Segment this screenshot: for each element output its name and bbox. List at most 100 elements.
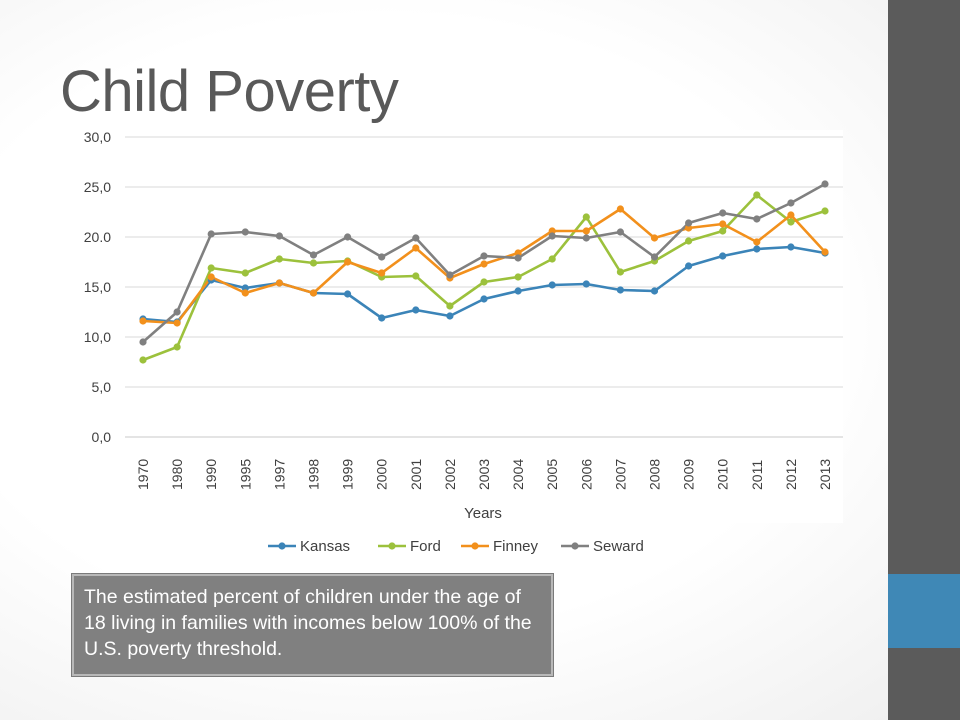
- data-point-finney: [787, 211, 795, 219]
- data-point-seward: [344, 233, 352, 241]
- data-point-finney: [207, 273, 215, 281]
- y-tick-label: 0,0: [92, 429, 112, 445]
- data-point-seward: [514, 254, 522, 262]
- x-tick-label: 2006: [578, 459, 594, 490]
- data-point-kansas: [616, 286, 625, 294]
- data-point-ford: [616, 268, 625, 276]
- side-accent-block: [888, 574, 960, 648]
- gridlines: [125, 136, 843, 438]
- data-point-ford: [787, 218, 795, 226]
- data-point-seward: [753, 215, 761, 223]
- data-point-ford: [241, 269, 249, 277]
- data-point-seward: [378, 253, 386, 261]
- legend-marker-kansas: [278, 542, 286, 550]
- data-point-ford: [548, 255, 556, 263]
- data-point-ford: [582, 213, 590, 221]
- data-point-ford: [309, 259, 318, 267]
- data-point-kansas: [753, 245, 761, 253]
- data-point-finney: [650, 234, 659, 242]
- data-point-seward: [548, 232, 556, 240]
- data-point-seward: [821, 180, 829, 188]
- data-point-finney: [378, 269, 386, 277]
- data-point-kansas: [344, 290, 352, 298]
- data-point-ford: [719, 227, 727, 235]
- data-point-finney: [821, 248, 829, 256]
- x-tick-label: 2001: [408, 459, 424, 490]
- x-tick-label: 2013: [817, 459, 833, 490]
- data-point-kansas: [480, 295, 488, 303]
- data-point-seward: [582, 234, 590, 242]
- data-point-ford: [275, 255, 283, 263]
- y-tick-label: 15,0: [84, 279, 111, 295]
- data-point-finney: [412, 244, 420, 252]
- data-point-seward: [309, 251, 318, 259]
- line-chart: 0,05,010,015,020.025,030,0 1970 1980 1990 1…: [84, 129, 843, 555]
- data-point-ford: [173, 343, 181, 351]
- data-point-seward: [787, 199, 795, 207]
- data-point-seward: [616, 228, 625, 236]
- data-point-kansas: [378, 314, 386, 322]
- x-tick-label: 2011: [749, 460, 765, 490]
- data-point-kansas: [446, 312, 454, 320]
- x-tick-label: 1990: [203, 459, 219, 490]
- data-point-kansas: [685, 262, 693, 270]
- x-tick-label: 1970: [135, 459, 151, 490]
- x-tick-label: 2012: [783, 459, 799, 490]
- series-lines: [139, 180, 829, 364]
- x-tick-label: 2005: [544, 459, 560, 490]
- x-tick-label: 1995: [237, 459, 253, 490]
- data-point-finney: [344, 258, 352, 266]
- y-tick-label: 10,0: [84, 329, 111, 345]
- data-point-finney: [275, 279, 283, 287]
- data-point-kansas: [582, 280, 590, 288]
- data-point-kansas: [241, 284, 249, 292]
- x-tick-labels: 1970 1980 1990 1995 1997 1998 1999 2000 2001 2002…: [135, 459, 833, 490]
- data-point-seward: [207, 230, 215, 238]
- data-point-finney: [173, 319, 181, 327]
- x-tick-label: 1998: [306, 459, 322, 490]
- caption-box: The estimated percent of children under …: [71, 573, 554, 677]
- y-tick-label: 20.0: [84, 229, 111, 245]
- data-point-seward: [139, 338, 147, 346]
- y-tick-label: 5,0: [92, 379, 112, 395]
- data-point-finney: [139, 317, 147, 325]
- data-point-seward: [650, 253, 659, 261]
- plot-background: [125, 130, 843, 523]
- data-point-seward: [412, 234, 420, 242]
- data-point-kansas: [412, 306, 420, 314]
- caption-text: The estimated percent of children under …: [84, 586, 532, 660]
- data-point-finney: [309, 289, 318, 297]
- x-tick-label: 1980: [169, 459, 185, 490]
- data-point-kansas: [719, 252, 727, 260]
- data-point-seward: [241, 228, 249, 236]
- x-tick-label: 2000: [374, 459, 390, 490]
- data-point-finney: [685, 224, 693, 232]
- data-point-seward: [446, 271, 454, 279]
- data-point-ford: [753, 191, 761, 199]
- x-tick-label: 2010: [715, 459, 731, 490]
- legend-label-seward: Seward: [593, 538, 644, 555]
- legend-marker-seward: [571, 542, 579, 550]
- legend-marker-ford: [388, 542, 396, 550]
- legend-label-finney: Finney: [493, 538, 539, 555]
- data-point-finney: [719, 220, 727, 228]
- data-point-ford: [821, 207, 829, 215]
- data-point-finney: [241, 289, 249, 297]
- y-tick-label: 25,0: [84, 179, 111, 195]
- data-point-finney: [548, 227, 556, 235]
- data-point-seward: [685, 219, 693, 227]
- data-point-seward: [480, 252, 488, 260]
- data-point-ford: [685, 237, 693, 245]
- x-tick-label: 2007: [612, 459, 628, 490]
- data-point-seward: [173, 308, 181, 316]
- data-point-seward: [275, 232, 283, 240]
- slide-title: Child Poverty: [60, 59, 399, 124]
- x-axis-label: Years: [464, 505, 502, 522]
- legend-label-ford: Ford: [410, 538, 441, 555]
- x-tick-label: 1997: [271, 459, 287, 490]
- x-tick-label: 2004: [510, 459, 526, 490]
- data-point-ford: [446, 302, 454, 310]
- data-point-finney: [582, 227, 590, 235]
- y-tick-labels: 0,0 5,0 10,0 15,0 20.0 25,0 30,0: [84, 129, 111, 445]
- data-point-finney: [480, 260, 488, 268]
